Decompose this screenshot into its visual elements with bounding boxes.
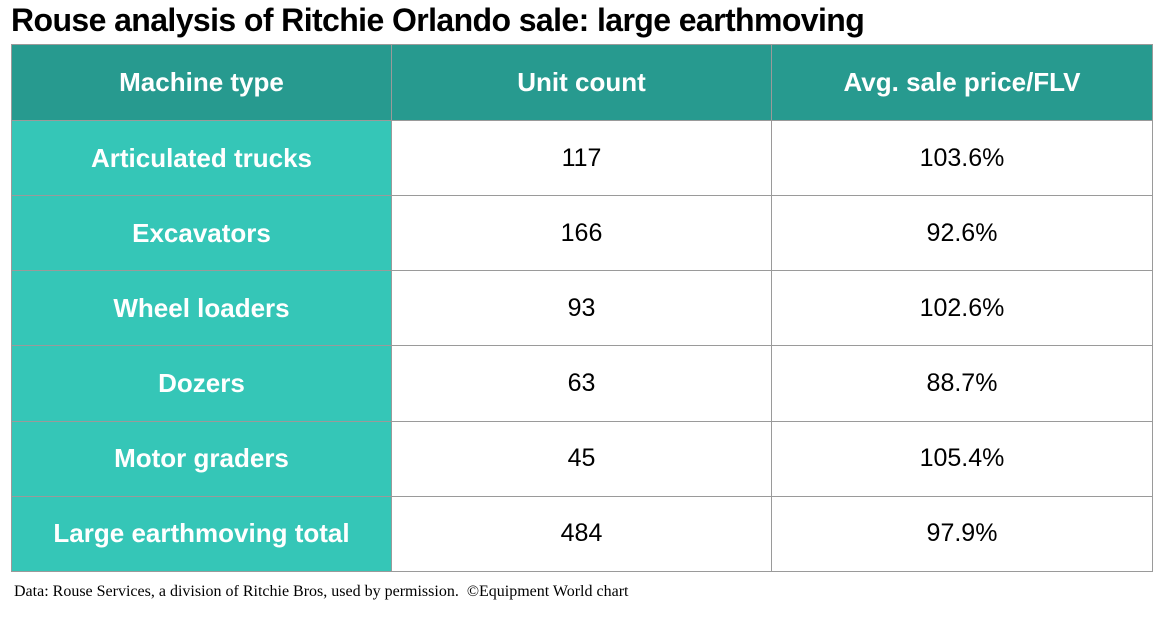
table-row: Motor graders 45 105.4% xyxy=(11,420,1153,497)
row-label-cell: Articulated trucks xyxy=(11,119,392,197)
table-row: Wheel loaders 93 102.6% xyxy=(11,270,1153,347)
avg-price-cell: 102.6% xyxy=(771,270,1153,347)
row-label-cell: Wheel loaders xyxy=(11,270,392,347)
column-header-machine-type: Machine type xyxy=(11,44,392,121)
unit-count-cell: 45 xyxy=(391,420,772,497)
avg-price-cell: 105.4% xyxy=(771,420,1153,497)
unit-count-cell: 484 xyxy=(391,495,772,573)
table-body: Articulated trucks 117 103.6% Excavators… xyxy=(11,119,1153,573)
avg-price-cell: 88.7% xyxy=(771,345,1153,422)
avg-price-cell: 103.6% xyxy=(771,119,1153,197)
column-header-avg-sale-price: Avg. sale price/FLV xyxy=(771,44,1153,121)
table-header: Machine type Unit count Avg. sale price/… xyxy=(11,44,1153,121)
table-row: Excavators 166 92.6% xyxy=(11,195,1153,272)
table-row-total: Large earthmoving total 484 97.9% xyxy=(11,495,1153,573)
unit-count-cell: 117 xyxy=(391,119,772,197)
table-row: Articulated trucks 117 103.6% xyxy=(11,119,1153,197)
unit-count-cell: 93 xyxy=(391,270,772,347)
unit-count-cell: 63 xyxy=(391,345,772,422)
table-row: Dozers 63 88.7% xyxy=(11,345,1153,422)
header-row: Machine type Unit count Avg. sale price/… xyxy=(11,44,1153,121)
row-label-cell: Motor graders xyxy=(11,420,392,497)
source-footnote: Data: Rouse Services, a division of Ritc… xyxy=(14,583,629,600)
row-label-cell: Large earthmoving total xyxy=(11,495,392,573)
column-header-unit-count: Unit count xyxy=(391,44,772,121)
row-label-cell: Excavators xyxy=(11,195,392,272)
unit-count-cell: 166 xyxy=(391,195,772,272)
chart-title: Rouse analysis of Ritchie Orlando sale: … xyxy=(11,2,865,38)
avg-price-cell: 92.6% xyxy=(771,195,1153,272)
data-table: Machine type Unit count Avg. sale price/… xyxy=(11,44,1153,573)
row-label-cell: Dozers xyxy=(11,345,392,422)
avg-price-cell: 97.9% xyxy=(771,495,1153,573)
